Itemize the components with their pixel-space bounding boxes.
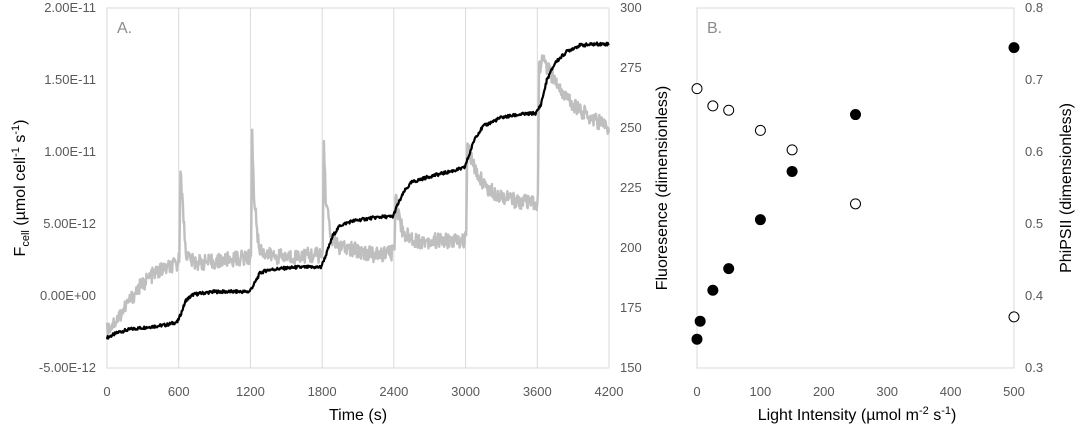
chart-a-y-axis-title: Fcell (µmol cell-1 s-1) [10, 120, 32, 257]
chart-a-y-tick-label: -5.00E-12 [39, 360, 96, 375]
filled-marker-point [694, 315, 706, 327]
chart-b-panel-label: B. [707, 20, 722, 37]
chart-b-series [691, 42, 1020, 345]
chart-a-y2-tick-label: 250 [620, 120, 642, 135]
chart-b-y2-tick-label: 0.8 [1025, 0, 1043, 15]
chart-a-y2-ticks: 150 175 200 225 250 275 300 [620, 0, 642, 375]
chart-a-y2-tick-label: 175 [620, 300, 642, 315]
chart-b-x-axis-title: Light Intensity (µmol m-2 s-1) [758, 405, 957, 424]
chart-a-y-ticks: -5.00E-12 0.00E+00 5.00E-12 1.00E-11 1.50E-1… [39, 0, 96, 375]
chart-b-x-ticks: 0 100 200 300 400 500 [693, 384, 1024, 399]
chart-a-x-tick-label: 2400 [379, 384, 408, 399]
chart-b-x-tick-label: 200 [813, 384, 835, 399]
chart-b-y2-tick-label: 0.5 [1025, 216, 1043, 231]
chart-a-y-tick-label: 1.00E-11 [44, 144, 96, 159]
open-marker-point [723, 104, 735, 116]
chart-b-x-tick-label: 100 [750, 384, 772, 399]
open-marker-point [1008, 311, 1020, 323]
chart-a-y2-tick-label: 275 [620, 60, 642, 75]
fluorescence-line [105, 54, 611, 337]
chart-a-x-tick-label: 1800 [308, 384, 337, 399]
chart-b: 0 100 200 300 400 500 0.3 0.4 0.5 0.6 0.7 0.8 B. L… [691, 0, 1075, 424]
chart-a-x-ticks: 0 600 1200 1800 2400 3000 3600 4200 [103, 384, 623, 399]
chart-a-x-tick-label: 4200 [595, 384, 624, 399]
chart-a: 0 600 1200 1800 2400 3000 3600 4200 -5.00E-12 0.… [10, 0, 671, 424]
filled-marker-point [707, 284, 719, 296]
chart-a-x-tick-label: 0 [103, 384, 110, 399]
chart-a-x-tick-label: 1200 [236, 384, 265, 399]
chart-a-plot-border [106, 7, 610, 369]
chart-a-series [105, 41, 611, 340]
chart-a-y2-tick-label: 200 [620, 240, 642, 255]
open-marker-point [707, 100, 719, 112]
filled-marker-point [723, 263, 735, 275]
chart-a-y-tick-label: 1.50E-11 [44, 72, 96, 87]
open-marker-point [754, 124, 766, 136]
chart-b-x-tick-label: 500 [1003, 384, 1025, 399]
filled-marker-point [754, 214, 766, 226]
chart-a-x-tick-label: 600 [168, 384, 190, 399]
filled-marker-point [691, 333, 703, 345]
fcell-line [105, 41, 610, 340]
chart-a-y-tick-label: 0.00E+00 [40, 288, 96, 303]
chart-a-y2-tick-label: 300 [620, 0, 642, 15]
chart-a-x-tick-label: 3600 [523, 384, 552, 399]
chart-b-y2-tick-label: 0.3 [1025, 360, 1043, 375]
chart-b-y2-tick-label: 0.4 [1025, 288, 1043, 303]
chart-b-x-tick-label: 400 [940, 384, 962, 399]
chart-a-x-axis-title: Time (s) [329, 407, 387, 424]
open-marker-point [850, 198, 861, 210]
chart-b-y2-tick-label: 0.6 [1025, 144, 1043, 159]
chart-a-y-tick-label: 5.00E-12 [43, 216, 96, 231]
chart-a-y-tick-label: 2.00E-11 [44, 0, 96, 15]
filled-marker-point [850, 109, 861, 121]
chart-b-plot-border [696, 7, 1015, 369]
chart-a-panel-label: A. [117, 20, 132, 37]
chart-a-y2-axis-title: Fluoresence (dimensionless) [654, 86, 671, 291]
chart-b-y2-tick-label: 0.7 [1025, 72, 1043, 87]
chart-b-x-tick-label: 300 [876, 384, 898, 399]
open-marker-point [786, 144, 798, 156]
chart-b-y2-ticks: 0.3 0.4 0.5 0.6 0.7 0.8 [1025, 0, 1043, 375]
filled-marker-point [1008, 42, 1020, 54]
chart-a-x-tick-label: 3000 [451, 384, 480, 399]
chart-b-x-tick-label: 0 [693, 384, 700, 399]
chart-a-y2-tick-label: 225 [620, 180, 642, 195]
chart-b-y2-axis-title: PhiPSII (dimensionless) [1058, 103, 1075, 273]
chart-a-y2-tick-label: 150 [620, 360, 642, 375]
open-marker-point [691, 83, 703, 95]
filled-marker-point [786, 165, 798, 177]
